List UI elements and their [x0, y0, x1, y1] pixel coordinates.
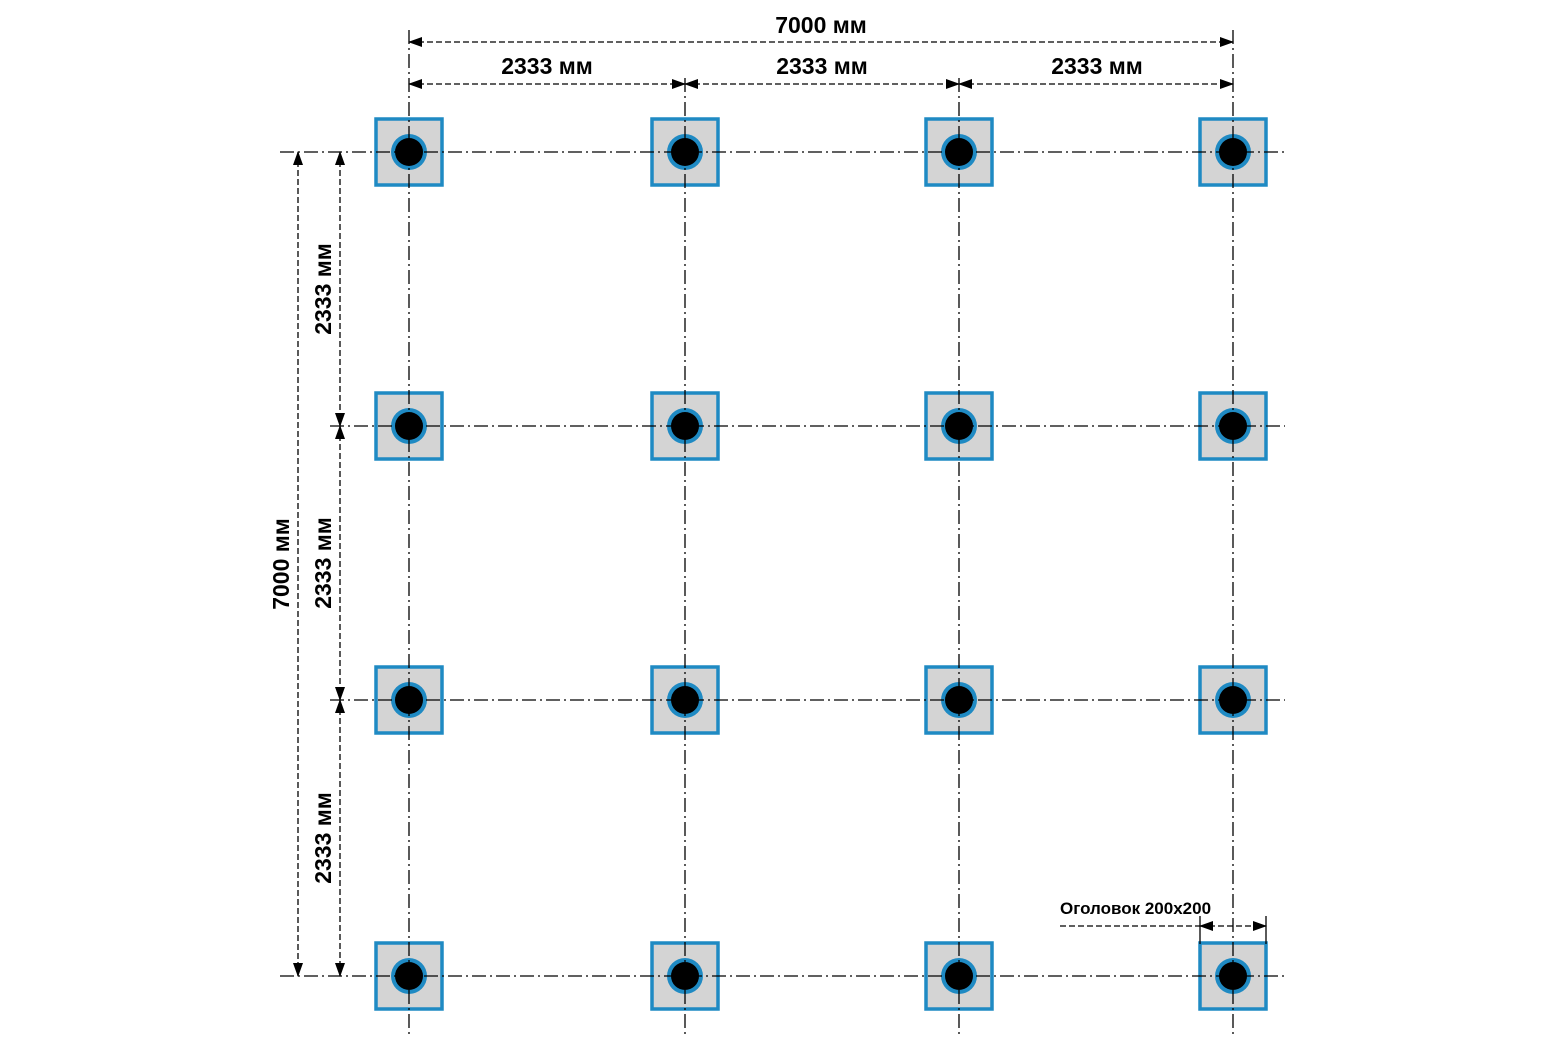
pile-core: [1219, 686, 1247, 714]
dimension-lines: [293, 37, 1267, 977]
total-height-label: 7000 мм: [268, 518, 294, 610]
span-y-1-label: 2333 мм: [310, 243, 336, 335]
span-y-3-label: 2333 мм: [310, 792, 336, 884]
axis-lines: [280, 30, 1285, 1036]
span-x-2-label: 2333 мм: [776, 53, 868, 79]
span-x-1-label: 2333 мм: [501, 53, 593, 79]
span-x-3-label: 2333 мм: [1051, 53, 1143, 79]
total-width-label: 7000 мм: [775, 12, 867, 38]
pile-cap-label: Оголовок 200х200: [1060, 899, 1211, 918]
piles: [374, 117, 1268, 1011]
pile-cap-extension-lines: [1199, 916, 1267, 944]
span-y-2-label: 2333 мм: [310, 517, 336, 609]
pile-r3-c4: [1198, 665, 1268, 735]
